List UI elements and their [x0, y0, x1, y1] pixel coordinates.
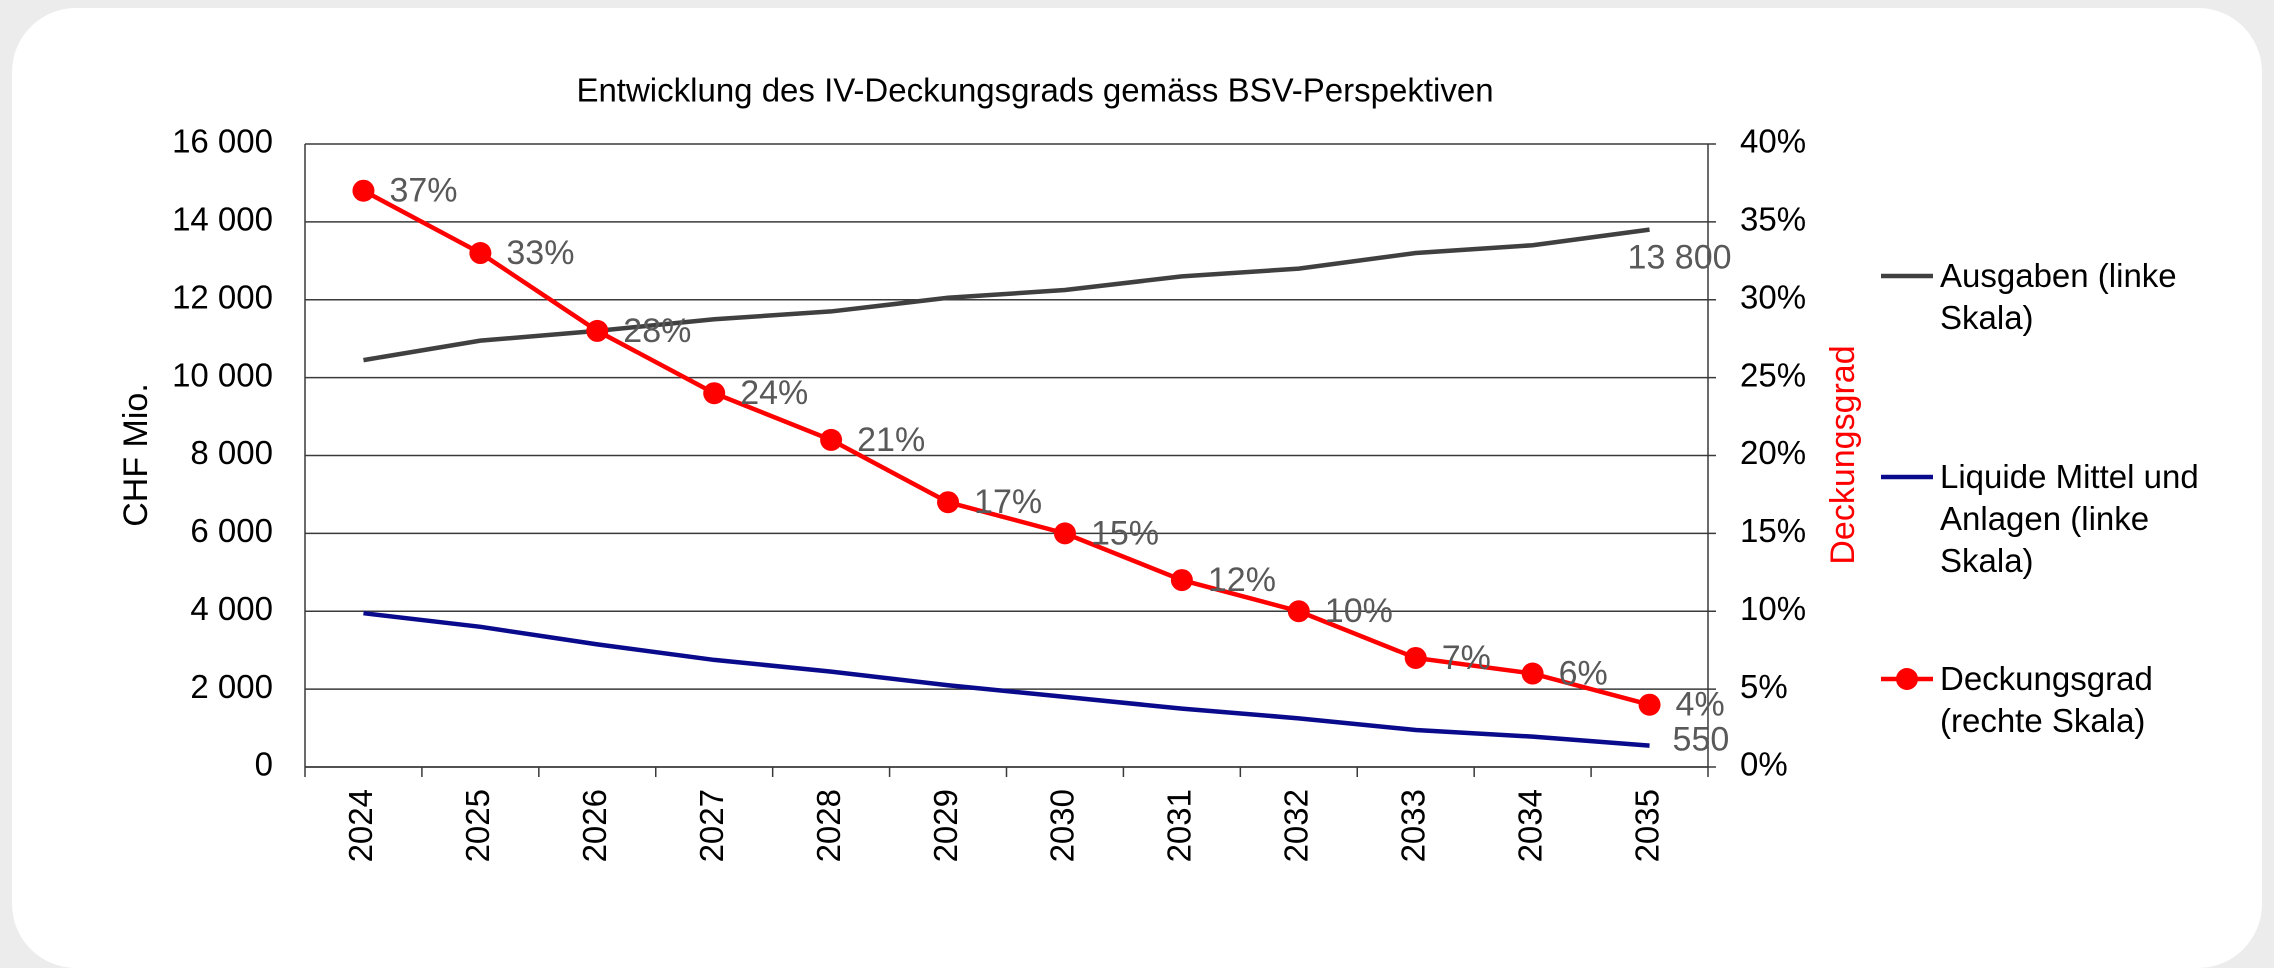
data-point — [703, 382, 726, 405]
legend-swatch — [1881, 474, 1933, 480]
data-label: 550 — [1673, 721, 1730, 759]
y2-tick-label: 40% — [1740, 123, 1806, 160]
series-line — [363, 227, 1650, 363]
data-point — [352, 179, 375, 202]
legend-label: Liquide Mittel und Anlagen (linke Skala) — [1940, 458, 2199, 579]
y2-tick-label: 0% — [1740, 746, 1788, 783]
legend-label: Deckungsgrad (rechte Skala) — [1940, 660, 2153, 739]
data-label: 12% — [1208, 561, 1276, 599]
y-tick-label: 12 000 — [172, 278, 273, 315]
x-tick-label: 2029 — [927, 789, 964, 862]
series-line — [362, 188, 1651, 707]
y-tick-label: 0 — [255, 746, 273, 783]
legend-swatch — [1881, 668, 1933, 690]
x-tick-label: 2025 — [459, 789, 496, 862]
data-label: 28% — [623, 312, 691, 350]
y2-tick-label: 20% — [1740, 434, 1806, 471]
x-tick-label: 2027 — [693, 789, 730, 862]
data-label: 6% — [1559, 655, 1608, 693]
y-axis-label: CHF Mio. — [117, 383, 155, 527]
data-point — [1404, 646, 1427, 669]
y2-tick-label: 10% — [1740, 590, 1806, 627]
y2-tick-label: 35% — [1740, 201, 1806, 238]
y-tick-label: 2 000 — [190, 668, 273, 705]
data-point — [1053, 522, 1076, 545]
y-tick-label: 14 000 — [172, 201, 273, 238]
data-label: 21% — [857, 421, 925, 459]
legend-item: Liquide Mittel und Anlagen (linke Skala) — [1881, 456, 2211, 582]
data-point — [820, 428, 843, 451]
legend-label: Ausgaben (linke Skala) — [1940, 257, 2177, 336]
data-point — [1638, 693, 1661, 716]
legend-item: Ausgaben (linke Skala) — [1881, 255, 2211, 339]
x-tick-label: 2030 — [1044, 789, 1081, 862]
page: {"chart_data": {"type": "line", "title":… — [12, 8, 2262, 968]
chart: Entwicklung des IV-Deckungsgrads gemäss … — [117, 72, 1862, 863]
y2-tick-label: 15% — [1740, 512, 1806, 549]
y2-tick-label: 25% — [1740, 356, 1806, 393]
x-tick-label: 2035 — [1628, 789, 1665, 862]
data-point — [586, 319, 609, 342]
x-tick-label: 2032 — [1278, 789, 1315, 862]
legend-swatch — [1881, 273, 1933, 279]
data-label: 15% — [1091, 514, 1159, 552]
legend-item: Deckungsgrad (rechte Skala) — [1881, 658, 2211, 742]
data-label: 4% — [1676, 686, 1725, 724]
y-tick-label: 4 000 — [190, 590, 273, 627]
y-tick-label: 10 000 — [172, 356, 273, 393]
data-point — [1287, 600, 1310, 623]
y-tick-label: 8 000 — [190, 434, 273, 471]
data-label: 37% — [389, 172, 457, 210]
data-label: 7% — [1442, 639, 1491, 677]
y2-axis-label: Deckungsgrad — [1824, 345, 1862, 564]
x-tick-label: 2034 — [1511, 789, 1548, 862]
data-label: 24% — [740, 374, 808, 412]
x-tick-label: 2028 — [810, 789, 847, 862]
card — [12, 8, 2262, 968]
data-label: 13 800 — [1628, 239, 1732, 277]
y-tick-label: 16 000 — [172, 123, 273, 160]
x-tick-label: 2033 — [1394, 789, 1431, 862]
data-point — [1521, 662, 1544, 685]
x-tick-label: 2026 — [576, 789, 613, 862]
data-label: 17% — [974, 483, 1042, 521]
data-label: 10% — [1325, 592, 1393, 630]
data-point — [469, 242, 492, 265]
x-tick-label: 2031 — [1161, 789, 1198, 862]
data-point — [937, 491, 960, 514]
chart-title: Entwicklung des IV-Deckungsgrads gemäss … — [576, 72, 1493, 109]
data-point — [1170, 569, 1193, 592]
y2-tick-label: 5% — [1740, 668, 1788, 705]
data-label: 33% — [506, 234, 574, 272]
series-line — [363, 610, 1650, 748]
x-tick-label: 2024 — [342, 789, 379, 862]
y-tick-label: 6 000 — [190, 512, 273, 549]
y2-tick-label: 30% — [1740, 278, 1806, 315]
